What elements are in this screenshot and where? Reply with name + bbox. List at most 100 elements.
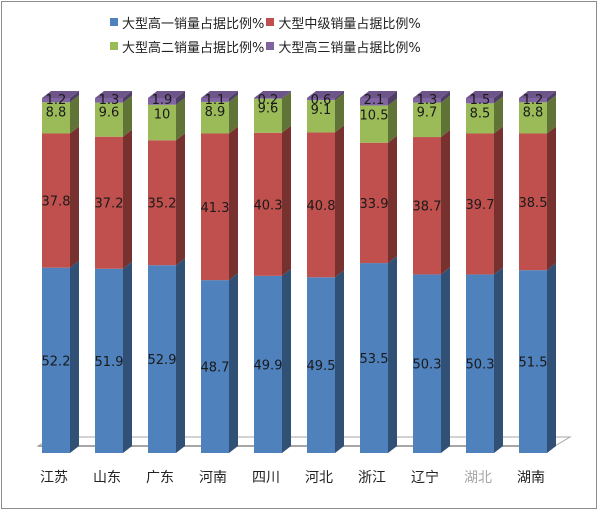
data-label: 9.6 <box>258 102 279 117</box>
legend-label: 大型高二销量占据比例% <box>122 40 265 56</box>
legend-item-high1: 大型高一销量占据比例% <box>110 13 264 32</box>
bar-segment: 8.5 <box>466 96 503 134</box>
data-label: 38.7 <box>413 200 442 215</box>
legend-item-high2: 大型高二销量占据比例% <box>110 37 264 56</box>
data-label: 1.3 <box>99 93 120 108</box>
data-label: 49.5 <box>307 359 336 374</box>
legend-item-mid: 大型中级销量占据比例% <box>266 13 421 32</box>
data-label: 33.9 <box>360 197 389 212</box>
bar-segment: 1.2 <box>519 91 556 108</box>
x-axis-label: 湖北 <box>464 470 492 486</box>
bar-segment: 37.2 <box>95 129 132 269</box>
chart-legend: 大型高一销量占据比例% 大型中级销量占据比例% 大型高二销量占据比例% 大型高三… <box>110 10 530 58</box>
bar-stack: 51.5 38.5 8.81.2 <box>519 91 556 453</box>
bar-segment: 1.3 <box>413 91 450 108</box>
bar-segment: 10 <box>148 97 185 141</box>
data-label: 50.3 <box>413 358 442 373</box>
legend-label: 大型高三销量占据比例% <box>278 40 421 56</box>
bar-segment: 8.8 <box>519 95 556 134</box>
bar-segment: 8.9 <box>201 94 238 134</box>
bar-segment: 51.9 <box>95 261 132 453</box>
data-label: 8.8 <box>46 105 67 120</box>
x-axis-label: 浙江 <box>358 470 386 486</box>
bar-segment: 49.9 <box>254 268 291 453</box>
bar-stack: 52.2 37.8 8.81.2 <box>42 91 79 453</box>
x-axis-label: 四川 <box>252 470 280 486</box>
x-axis-label: 河北 <box>305 470 333 486</box>
bar-segment: 41.3 <box>201 126 238 281</box>
bar-segment: 1.9 <box>148 91 185 108</box>
bar-series: 52.237.88.81.251.937.29.61.352.935.2101.… <box>42 91 556 453</box>
data-label: 52.9 <box>148 353 177 368</box>
bar-segment: 35.2 <box>148 133 185 266</box>
legend-row-2: 大型高二销量占据比例% 大型高三销量占据比例% <box>110 34 530 58</box>
bar-segment: 40.8 <box>307 125 344 278</box>
x-axis-label: 河南 <box>199 470 227 486</box>
legend-swatch-purple-icon <box>266 42 275 50</box>
bar-segment: 33.9 <box>360 135 397 264</box>
data-label: 9.6 <box>99 106 120 121</box>
data-label: 48.7 <box>201 361 230 376</box>
legend-swatch-blue-icon <box>110 18 118 26</box>
data-label: 50.3 <box>466 358 495 373</box>
data-label: 38.5 <box>519 196 548 211</box>
x-axis-label: 辽宁 <box>411 469 439 486</box>
bar-segment: 0.2 <box>254 91 291 108</box>
x-axis-label: 山东 <box>93 470 121 486</box>
legend-swatch-red-icon <box>266 18 275 26</box>
bar-segment: 37.8 <box>42 126 79 268</box>
data-label: 2.1 <box>364 93 385 108</box>
data-label: 39.7 <box>466 198 495 213</box>
bar-segment: 9.1 <box>307 93 344 133</box>
bar-segment: 53.5 <box>360 256 397 453</box>
bar-segment: 39.7 <box>466 126 503 275</box>
data-label: 37.2 <box>95 197 124 212</box>
bar-segment: 51.5 <box>519 263 556 453</box>
bar-stack: 50.3 38.7 9.71.3 <box>413 91 450 453</box>
data-label: 8.9 <box>205 105 226 120</box>
bar-segment: 10.5 <box>360 98 397 143</box>
data-label: 1.5 <box>470 93 491 108</box>
bar-segment: 48.7 <box>201 273 238 453</box>
bar-segment: 0.6 <box>307 91 344 108</box>
bar-segment: 1.5 <box>466 91 503 108</box>
data-label: 8.8 <box>523 105 544 120</box>
data-label: 37.8 <box>42 195 71 210</box>
data-label: 51.5 <box>519 356 548 371</box>
bar-stack: 49.5 40.8 9.10.6 <box>307 91 344 453</box>
data-label: 1.3 <box>417 93 438 108</box>
data-label: 9.1 <box>311 103 332 118</box>
data-label: 0.6 <box>311 93 332 108</box>
bar-stack: 48.7 41.3 8.91.1 <box>201 91 238 453</box>
bar-segment: 38.5 <box>519 126 556 271</box>
bar-segment: 1.2 <box>42 91 79 108</box>
data-label: 53.5 <box>360 352 389 367</box>
data-label: 52.2 <box>42 354 71 369</box>
legend-item-high3: 大型高三销量占据比例% <box>266 37 421 56</box>
data-label: 10.5 <box>360 108 389 123</box>
bar-segment: 9.7 <box>413 95 450 138</box>
bar-segment: 1.1 <box>201 91 238 108</box>
x-axis-labels: 江苏 山东 广东 河南 四川 河北 浙江 辽宁 湖北 湖南 <box>40 469 545 486</box>
data-label: 1.2 <box>523 93 544 108</box>
bar-segment: 38.7 <box>413 130 450 275</box>
legend-swatch-green-icon <box>110 42 118 50</box>
data-label: 35.2 <box>148 197 177 212</box>
bar-stack: 52.9 35.2 101.9 <box>148 91 185 453</box>
bar-segment: 40.3 <box>254 125 291 276</box>
bar-segment: 50.3 <box>413 267 450 453</box>
bar-segment: 2.1 <box>360 91 397 108</box>
bar-segment: 9.6 <box>95 95 132 137</box>
bar-segment: 9.6 <box>254 91 291 133</box>
data-label: 1.1 <box>205 93 226 108</box>
data-label: 9.7 <box>417 106 438 121</box>
x-axis-label: 广东 <box>146 470 174 486</box>
bar-stack: 51.9 37.2 9.61.3 <box>95 91 132 453</box>
data-label: 0.2 <box>258 93 279 108</box>
bar-segment: 52.2 <box>42 260 79 453</box>
data-label: 10 <box>154 108 171 123</box>
data-label: 1.9 <box>152 93 173 108</box>
data-label: 1.2 <box>46 93 67 108</box>
